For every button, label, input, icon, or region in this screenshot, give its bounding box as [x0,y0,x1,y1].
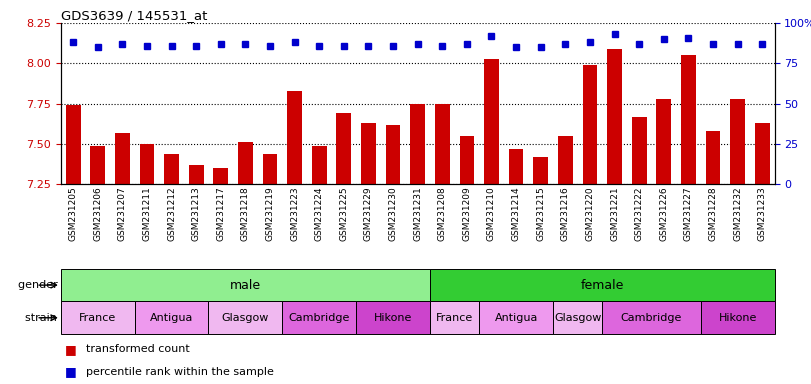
Bar [361,123,375,184]
Text: male: male [230,279,261,291]
Text: Cambridge: Cambridge [620,313,682,323]
Bar [706,131,720,184]
Text: GSM231206: GSM231206 [93,186,102,241]
Text: GSM231221: GSM231221 [610,186,619,241]
Text: GSM231207: GSM231207 [118,186,127,241]
Bar [534,157,548,184]
Text: France: France [436,313,473,323]
Bar [213,168,228,184]
Text: GSM231230: GSM231230 [388,186,397,241]
Bar [189,165,204,184]
Bar [356,301,430,334]
Bar [208,301,282,334]
Bar [681,55,696,184]
Bar [435,104,449,184]
Bar [479,301,553,334]
Bar [730,99,745,184]
Text: GSM231209: GSM231209 [462,186,471,241]
Text: GSM231212: GSM231212 [167,186,176,241]
Bar [61,269,430,301]
Text: GSM231214: GSM231214 [512,186,521,241]
Text: GSM231208: GSM231208 [438,186,447,241]
Text: ■: ■ [64,365,76,378]
Text: ■: ■ [64,343,76,356]
Text: Glasgow: Glasgow [221,313,269,323]
Text: GSM231218: GSM231218 [241,186,250,241]
Text: GSM231233: GSM231233 [757,186,766,241]
Text: GSM231229: GSM231229 [364,186,373,241]
Text: GSM231215: GSM231215 [536,186,545,241]
Bar [553,301,603,334]
Text: strain: strain [25,313,61,323]
Bar [312,146,327,184]
Bar [61,301,135,334]
Text: GSM231205: GSM231205 [69,186,78,241]
Bar [701,301,775,334]
Bar [607,49,622,184]
Bar [282,301,356,334]
Bar [582,65,598,184]
Bar [238,142,253,184]
Bar [508,149,523,184]
Text: transformed count: transformed count [86,344,190,354]
Text: Hikone: Hikone [719,313,757,323]
Text: Cambridge: Cambridge [289,313,350,323]
Bar [263,154,277,184]
Text: GSM231226: GSM231226 [659,186,668,241]
Bar [460,136,474,184]
Bar [755,123,770,184]
Text: Antigua: Antigua [150,313,193,323]
Bar [139,144,154,184]
Text: GSM231227: GSM231227 [684,186,693,241]
Bar [90,146,105,184]
Text: GSM231213: GSM231213 [191,186,200,241]
Bar [430,269,775,301]
Bar [430,301,479,334]
Bar [603,301,701,334]
Bar [386,125,401,184]
Bar [115,133,130,184]
Text: GSM231211: GSM231211 [143,186,152,241]
Text: GSM231210: GSM231210 [487,186,496,241]
Text: GSM231231: GSM231231 [413,186,423,241]
Text: GSM231217: GSM231217 [217,186,225,241]
Bar [337,113,351,184]
Bar [135,301,208,334]
Text: percentile rank within the sample: percentile rank within the sample [86,366,273,377]
Text: GSM231219: GSM231219 [265,186,274,241]
Bar [287,91,302,184]
Text: Glasgow: Glasgow [554,313,601,323]
Text: GSM231228: GSM231228 [709,186,718,241]
Text: GSM231225: GSM231225 [339,186,349,241]
Text: GDS3639 / 145531_at: GDS3639 / 145531_at [61,9,207,22]
Text: GSM231224: GSM231224 [315,186,324,240]
Text: GSM231232: GSM231232 [733,186,742,241]
Text: GSM231222: GSM231222 [635,186,644,240]
Text: Hikone: Hikone [374,313,412,323]
Bar [164,154,179,184]
Text: gender: gender [18,280,61,290]
Bar [410,104,425,184]
Bar [558,136,573,184]
Text: GSM231220: GSM231220 [586,186,594,241]
Bar [632,117,646,184]
Text: GSM231223: GSM231223 [290,186,299,241]
Bar [656,99,672,184]
Text: female: female [581,279,624,291]
Bar [484,58,499,184]
Text: GSM231216: GSM231216 [561,186,570,241]
Text: France: France [79,313,116,323]
Bar [66,105,80,184]
Text: Antigua: Antigua [495,313,538,323]
